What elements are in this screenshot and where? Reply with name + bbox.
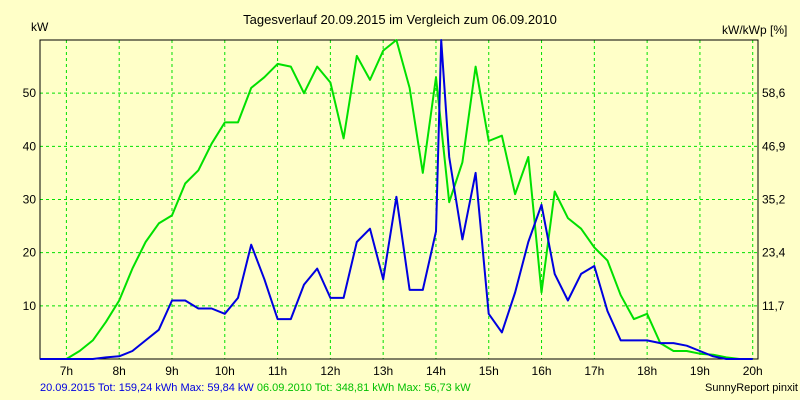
x-tick-label: 18h (637, 364, 657, 378)
y-tick-label: 30 (23, 193, 37, 207)
axis-ticks: 7h 8h 9h 10h 11h 12h 13h 14h 15h 16h 17h 18h 19h 20h 1… (23, 86, 786, 378)
y-right-tick-label: 46,9 (762, 139, 786, 153)
y-tick-label: 40 (23, 139, 37, 153)
x-tick-label: 7h (60, 364, 73, 378)
y-axis-left-label: kW (31, 20, 49, 34)
x-tick-label: 9h (165, 364, 178, 378)
footer-2015-summary: 20.09.2015 Tot: 159,24 kWh Max: 59,84 kW (40, 382, 254, 394)
x-tick-label: 14h (426, 364, 446, 378)
x-tick-label: 10h (215, 364, 235, 378)
y-axis-right-label: kW/kWp [%] (722, 23, 787, 37)
y-right-tick-label: 23,4 (762, 246, 786, 260)
grid (40, 40, 758, 359)
x-tick-label: 11h (268, 364, 287, 378)
x-tick-label: 12h (320, 364, 340, 378)
footer-credit: SunnyReport pinxit (705, 382, 798, 394)
x-tick-label: 20h (743, 364, 763, 378)
x-tick-label: 17h (584, 364, 604, 378)
chart-title: Tagesverlauf 20.09.2015 im Vergleich zum… (243, 12, 557, 27)
series-lines (40, 39, 753, 360)
footer-2010-summary: 06.09.2010 Tot: 348,81 kWh Max: 56,73 kW (256, 382, 471, 394)
x-tick-label: 13h (373, 364, 393, 378)
y-tick-label: 50 (23, 86, 37, 100)
y-right-tick-label: 11,7 (762, 299, 785, 313)
y-right-tick-label: 35,2 (762, 193, 786, 207)
x-tick-label: 15h (479, 364, 499, 378)
series-line-2010 (40, 39, 753, 360)
y-right-tick-label: 58,6 (762, 86, 786, 100)
x-tick-label: 19h (690, 364, 710, 378)
x-tick-label: 16h (532, 364, 552, 378)
series-line-2015 (40, 39, 753, 360)
footer-summary: 20.09.2015 Tot: 159,24 kWh Max: 59,84 kW… (40, 382, 471, 394)
plot-area-frame (39, 39, 759, 360)
y-tick-label: 10 (23, 299, 37, 313)
x-tick-label: 8h (113, 364, 126, 378)
y-tick-label: 20 (23, 246, 37, 260)
